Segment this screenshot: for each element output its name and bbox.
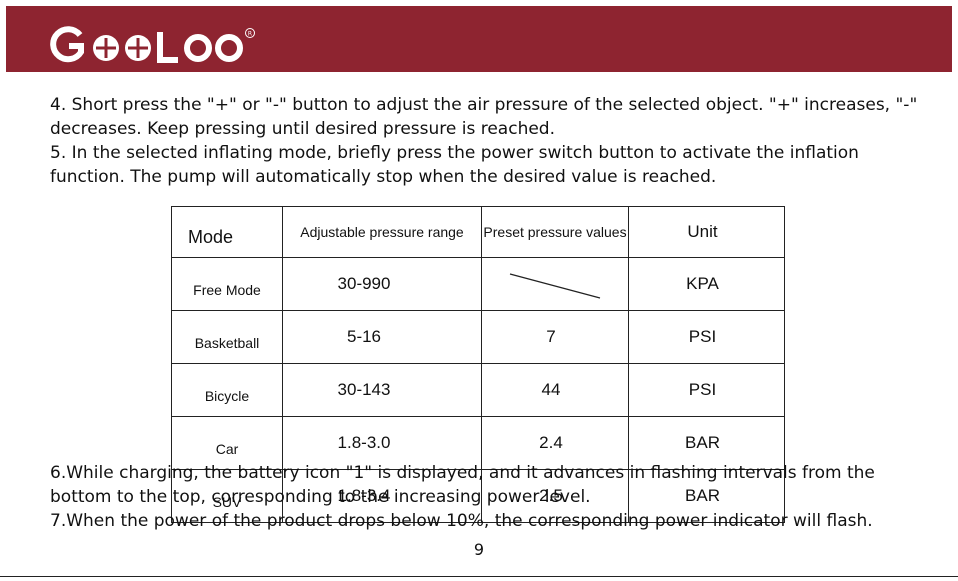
page-number: 9 bbox=[473, 540, 485, 559]
instructions-top: 4. Short press the "+" or "-" button to … bbox=[50, 93, 930, 189]
diagonal-slash-icon bbox=[509, 273, 601, 299]
table-row: SUV 1.8-3.4 2.5 BAR bbox=[171, 469, 785, 523]
table-header-row: Mode Adjustable pressure range Preset pr… bbox=[171, 206, 785, 258]
pressure-range: 1.8-3.0 bbox=[282, 416, 482, 470]
instruction-step-6: 6.While charging, the battery icon "1" i… bbox=[50, 463, 875, 507]
header-unit: Unit bbox=[628, 206, 785, 258]
unit-value: PSI bbox=[628, 310, 785, 364]
instruction-step-4: 4. Short press the "+" or "-" button to … bbox=[50, 95, 918, 139]
svg-text:R: R bbox=[248, 31, 252, 38]
brand-logo: R bbox=[50, 26, 260, 66]
pressure-mode-table: Mode Adjustable pressure range Preset pr… bbox=[171, 206, 785, 523]
table-row: Car 1.8-3.0 2.4 BAR bbox=[171, 416, 785, 470]
pressure-range: 5-16 bbox=[282, 310, 482, 364]
preset-value: 2.5 bbox=[481, 469, 629, 523]
pressure-range: 30-990 bbox=[282, 257, 482, 311]
unit-value: PSI bbox=[628, 363, 785, 417]
instructions-bottom: 6.While charging, the battery icon "1" i… bbox=[50, 461, 930, 533]
footer-divider bbox=[0, 576, 958, 577]
header-mode: Mode bbox=[171, 206, 283, 258]
header-adjustable-range: Adjustable pressure range bbox=[282, 206, 482, 258]
table-row: Free Mode 30-990 KPA bbox=[171, 257, 785, 311]
preset-value: 7 bbox=[481, 310, 629, 364]
preset-value: 44 bbox=[481, 363, 629, 417]
preset-not-applicable bbox=[481, 257, 629, 311]
instruction-step-5: 5. In the selected inflating mode, brief… bbox=[50, 143, 859, 187]
pressure-range: 1.8-3.4 bbox=[282, 469, 482, 523]
mode-name: Basketball bbox=[171, 310, 283, 364]
table-row: Bicycle 30-143 44 PSI bbox=[171, 363, 785, 417]
unit-value: BAR bbox=[628, 469, 785, 523]
pressure-range: 30-143 bbox=[282, 363, 482, 417]
mode-name: Car bbox=[171, 416, 283, 470]
brand-header: R bbox=[6, 6, 952, 72]
unit-value: BAR bbox=[628, 416, 785, 470]
gooloo-logo-icon: R bbox=[50, 26, 255, 63]
unit-value: KPA bbox=[628, 257, 785, 311]
instruction-step-7: 7.When the power of the product drops be… bbox=[50, 511, 873, 531]
mode-name: Free Mode bbox=[171, 257, 283, 311]
preset-value: 2.4 bbox=[481, 416, 629, 470]
table-row: Basketball 5-16 7 PSI bbox=[171, 310, 785, 364]
mode-name: Bicycle bbox=[171, 363, 283, 417]
header-preset-values: Preset pressure values bbox=[481, 206, 629, 258]
